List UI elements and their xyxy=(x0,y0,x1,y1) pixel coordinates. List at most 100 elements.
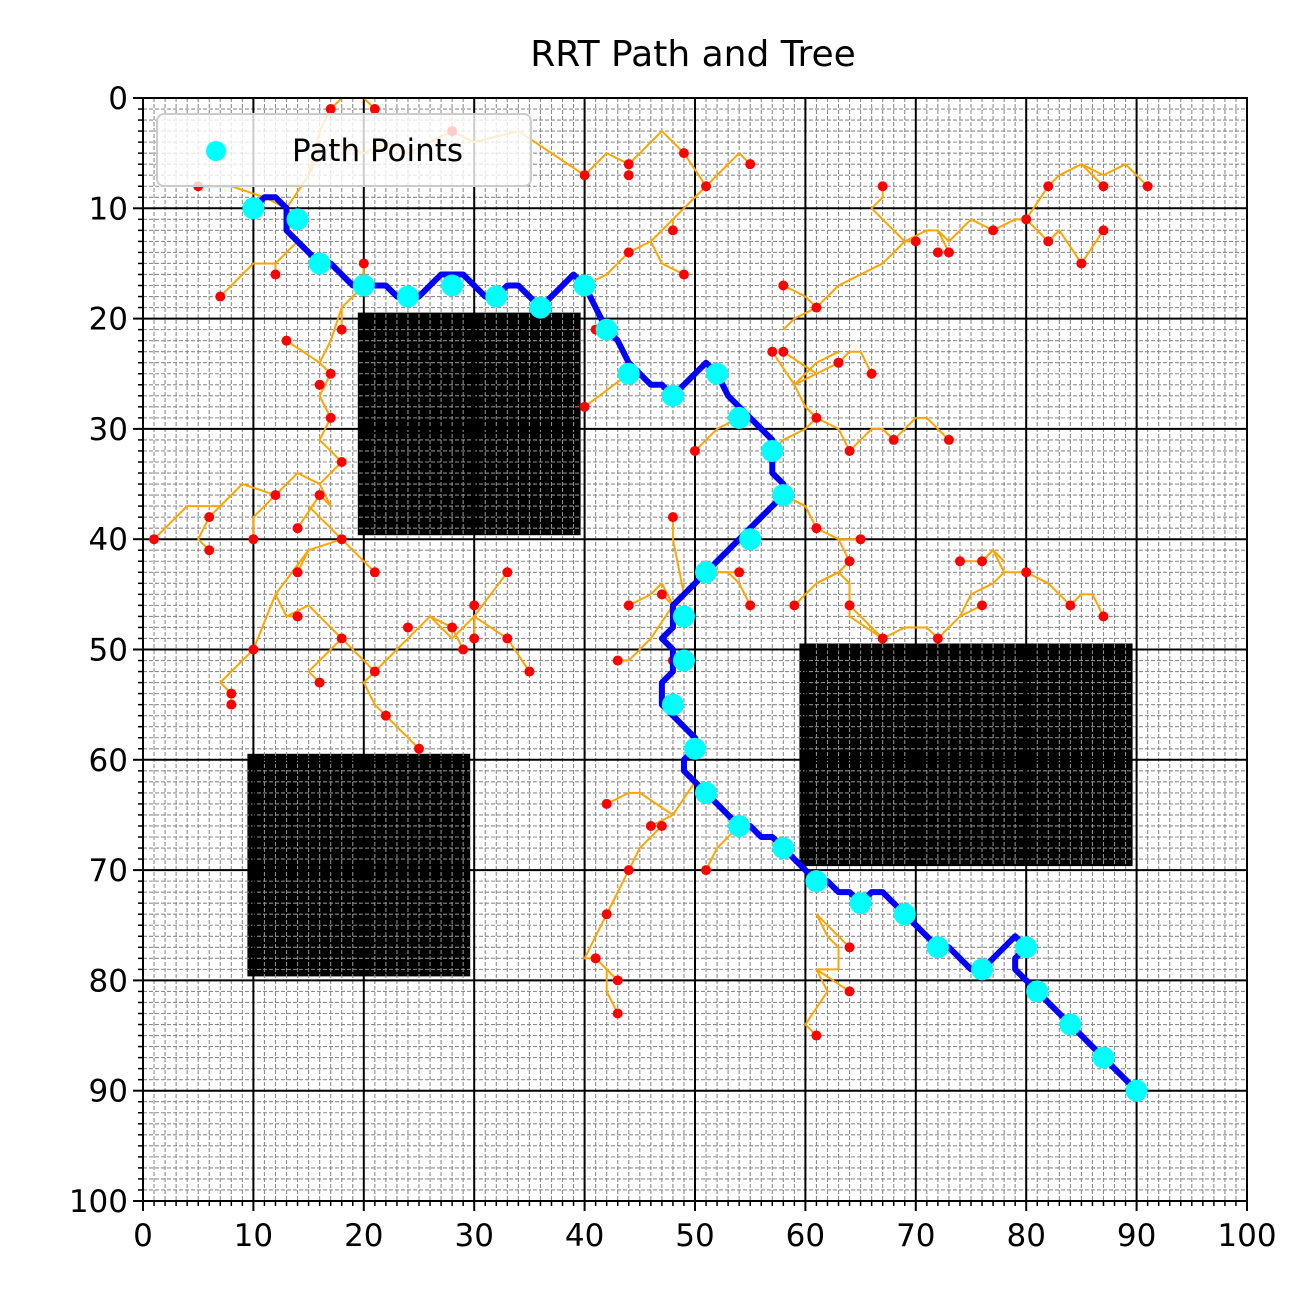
tree-edge xyxy=(904,229,950,253)
x-tick-label: 30 xyxy=(454,1218,493,1254)
tree-edge xyxy=(860,240,916,276)
tree-edge xyxy=(219,240,299,298)
x-tick-label: 70 xyxy=(896,1218,935,1254)
tree-node xyxy=(623,247,634,258)
tree-edge xyxy=(804,406,851,452)
path-point xyxy=(396,285,419,308)
x-tick-label: 50 xyxy=(675,1218,714,1254)
tree-node xyxy=(502,567,513,578)
tree-node xyxy=(833,357,844,368)
tree-edge xyxy=(307,637,343,684)
tree-node xyxy=(678,148,689,159)
tree-node xyxy=(667,512,678,523)
tree-edge xyxy=(341,637,376,673)
obstacle-3 xyxy=(799,643,1133,867)
tree-edge xyxy=(318,461,343,508)
tree-edge xyxy=(815,273,862,309)
tree-node xyxy=(248,644,259,655)
tree-node xyxy=(1021,567,1032,578)
tree-edge xyxy=(286,604,343,640)
tree-edge xyxy=(793,350,839,386)
tree-edge xyxy=(1080,163,1149,187)
tree-node xyxy=(623,600,634,611)
tree-edge xyxy=(296,494,321,529)
tree-node xyxy=(358,258,369,269)
tree-edge xyxy=(671,517,685,595)
tree-edge xyxy=(937,218,994,243)
tree-node xyxy=(701,181,712,192)
path-point xyxy=(308,252,331,275)
path-point xyxy=(695,561,718,584)
tree-edge xyxy=(1080,229,1105,265)
tree-node xyxy=(336,324,347,335)
tree-node xyxy=(612,1008,623,1019)
tree-node xyxy=(336,456,347,467)
tree-edge xyxy=(782,350,817,375)
tree-edge xyxy=(837,350,873,375)
tree-node xyxy=(778,346,789,357)
path-point xyxy=(352,274,375,297)
path-point xyxy=(441,274,464,297)
tree-node xyxy=(226,688,237,699)
tree-node xyxy=(336,633,347,644)
tree-edge xyxy=(617,604,674,662)
tree-node xyxy=(458,644,469,655)
path-point xyxy=(893,903,916,926)
tree-node xyxy=(844,556,855,567)
tree-edge xyxy=(981,549,1005,562)
tree-node xyxy=(579,401,590,412)
tree-node xyxy=(855,534,866,545)
tree-node xyxy=(149,534,160,545)
tree-edge xyxy=(815,913,840,949)
y-tick-label: 0 xyxy=(108,81,128,117)
y-tick-label: 20 xyxy=(89,302,128,338)
tree-node xyxy=(811,523,822,534)
tree-node xyxy=(1098,611,1109,622)
tree-edge xyxy=(274,549,310,618)
tree-node xyxy=(325,412,336,423)
tree-node xyxy=(767,346,778,357)
obstacle-1 xyxy=(357,312,581,536)
y-tick-label: 70 xyxy=(89,853,128,889)
tree-node xyxy=(369,567,380,578)
tree-edge xyxy=(1025,218,1083,265)
tree-node xyxy=(325,104,336,115)
tree-node xyxy=(1076,258,1087,269)
tree-node xyxy=(844,942,855,953)
tree-node xyxy=(645,820,656,831)
tree-edge xyxy=(285,339,321,364)
tree-edge xyxy=(1025,163,1105,220)
legend-box xyxy=(156,113,532,187)
tree-node xyxy=(270,269,281,280)
major-grid xyxy=(143,98,1247,1201)
tree-node xyxy=(369,104,380,115)
tree-edge xyxy=(628,130,707,187)
y-tick-label: 10 xyxy=(89,191,128,227)
tree-node xyxy=(281,335,292,346)
path-point xyxy=(661,384,684,407)
path-point xyxy=(684,737,706,760)
tree-node xyxy=(1021,214,1032,225)
x-tick-label: 40 xyxy=(565,1218,604,1254)
tree-node xyxy=(204,545,215,556)
path-point xyxy=(595,318,618,341)
tree-edge xyxy=(583,152,630,176)
tree-node xyxy=(292,611,303,622)
tree-node xyxy=(1142,181,1153,192)
x-tick-label: 60 xyxy=(786,1218,825,1254)
chart-title: RRT Path and Tree xyxy=(530,34,856,75)
path-point xyxy=(761,439,784,462)
path-point xyxy=(286,208,309,231)
obstacle-2 xyxy=(247,753,471,977)
tree-edge xyxy=(815,913,851,949)
y-tick-label: 90 xyxy=(89,1074,128,1110)
tree-node xyxy=(1098,181,1109,192)
path-point xyxy=(706,362,729,385)
path-point xyxy=(739,528,762,551)
tree-node xyxy=(601,798,612,809)
tree-node xyxy=(248,534,259,545)
tree-node xyxy=(380,710,391,721)
tree-node xyxy=(292,567,303,578)
tree-node xyxy=(844,445,855,456)
tree-node xyxy=(943,247,954,258)
